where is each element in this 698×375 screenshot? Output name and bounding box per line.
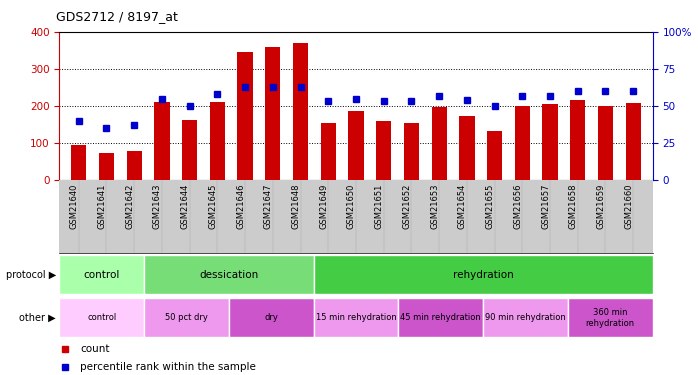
Text: count: count — [80, 344, 110, 354]
Text: GSM21640: GSM21640 — [70, 184, 79, 229]
Bar — [487, 131, 503, 180]
Text: GSM21646: GSM21646 — [236, 184, 245, 229]
Text: 360 min
rehydration: 360 min rehydration — [586, 308, 634, 327]
Bar — [71, 145, 87, 180]
Text: GSM21641: GSM21641 — [98, 184, 107, 229]
Text: percentile rank within the sample: percentile rank within the sample — [80, 362, 256, 372]
Bar — [320, 123, 336, 180]
Bar — [313, 298, 399, 337]
Text: GSM21644: GSM21644 — [181, 184, 190, 229]
Bar — [625, 103, 641, 180]
Bar — [399, 298, 483, 337]
Text: dessication: dessication — [199, 270, 258, 280]
Text: 15 min rehydration: 15 min rehydration — [315, 313, 396, 322]
Text: GSM21657: GSM21657 — [541, 184, 550, 229]
Text: GDS2712 / 8197_at: GDS2712 / 8197_at — [56, 10, 178, 22]
Text: 45 min rehydration: 45 min rehydration — [401, 313, 481, 322]
Bar — [376, 122, 392, 180]
Text: control: control — [87, 313, 117, 322]
Text: GSM21645: GSM21645 — [209, 184, 217, 229]
Text: GSM21649: GSM21649 — [319, 184, 328, 229]
Text: 50 pct dry: 50 pct dry — [165, 313, 208, 322]
Bar — [144, 255, 313, 294]
Bar — [313, 255, 653, 294]
Text: GSM21654: GSM21654 — [458, 184, 467, 229]
Text: 90 min rehydration: 90 min rehydration — [485, 313, 566, 322]
Text: GSM21651: GSM21651 — [375, 184, 384, 229]
Text: GSM21656: GSM21656 — [513, 184, 522, 229]
Text: rehydration: rehydration — [453, 270, 514, 280]
Bar — [568, 298, 653, 337]
Bar — [293, 43, 308, 180]
Text: GSM21648: GSM21648 — [292, 184, 301, 229]
Text: GSM21652: GSM21652 — [403, 184, 411, 229]
Bar — [59, 298, 144, 337]
Text: GSM21642: GSM21642 — [125, 184, 134, 229]
Text: GSM21647: GSM21647 — [264, 184, 273, 229]
Bar — [229, 298, 313, 337]
Bar — [182, 120, 198, 180]
Bar — [209, 102, 225, 180]
Bar — [570, 100, 586, 180]
Text: dry: dry — [265, 313, 279, 322]
Text: GSM21658: GSM21658 — [569, 184, 578, 229]
Bar — [59, 255, 144, 294]
Text: GSM21655: GSM21655 — [486, 184, 495, 229]
Bar — [99, 153, 114, 180]
Bar — [542, 104, 558, 180]
Text: protocol ▶: protocol ▶ — [6, 270, 56, 280]
Bar — [126, 151, 142, 180]
Bar — [404, 123, 419, 180]
Text: GSM21650: GSM21650 — [347, 184, 356, 229]
Text: GSM21659: GSM21659 — [597, 184, 605, 229]
Bar — [144, 298, 229, 337]
Text: GSM21653: GSM21653 — [430, 184, 439, 229]
Bar — [237, 52, 253, 180]
Text: control: control — [84, 270, 120, 280]
Bar — [431, 106, 447, 180]
Text: other ▶: other ▶ — [20, 313, 56, 323]
Bar — [514, 106, 530, 180]
Text: GSM21660: GSM21660 — [624, 184, 633, 229]
Bar — [348, 111, 364, 180]
Text: GSM21643: GSM21643 — [153, 184, 162, 229]
Bar — [265, 47, 281, 180]
Bar — [459, 116, 475, 180]
Bar — [483, 298, 568, 337]
Bar — [598, 106, 613, 180]
Bar — [154, 102, 170, 180]
